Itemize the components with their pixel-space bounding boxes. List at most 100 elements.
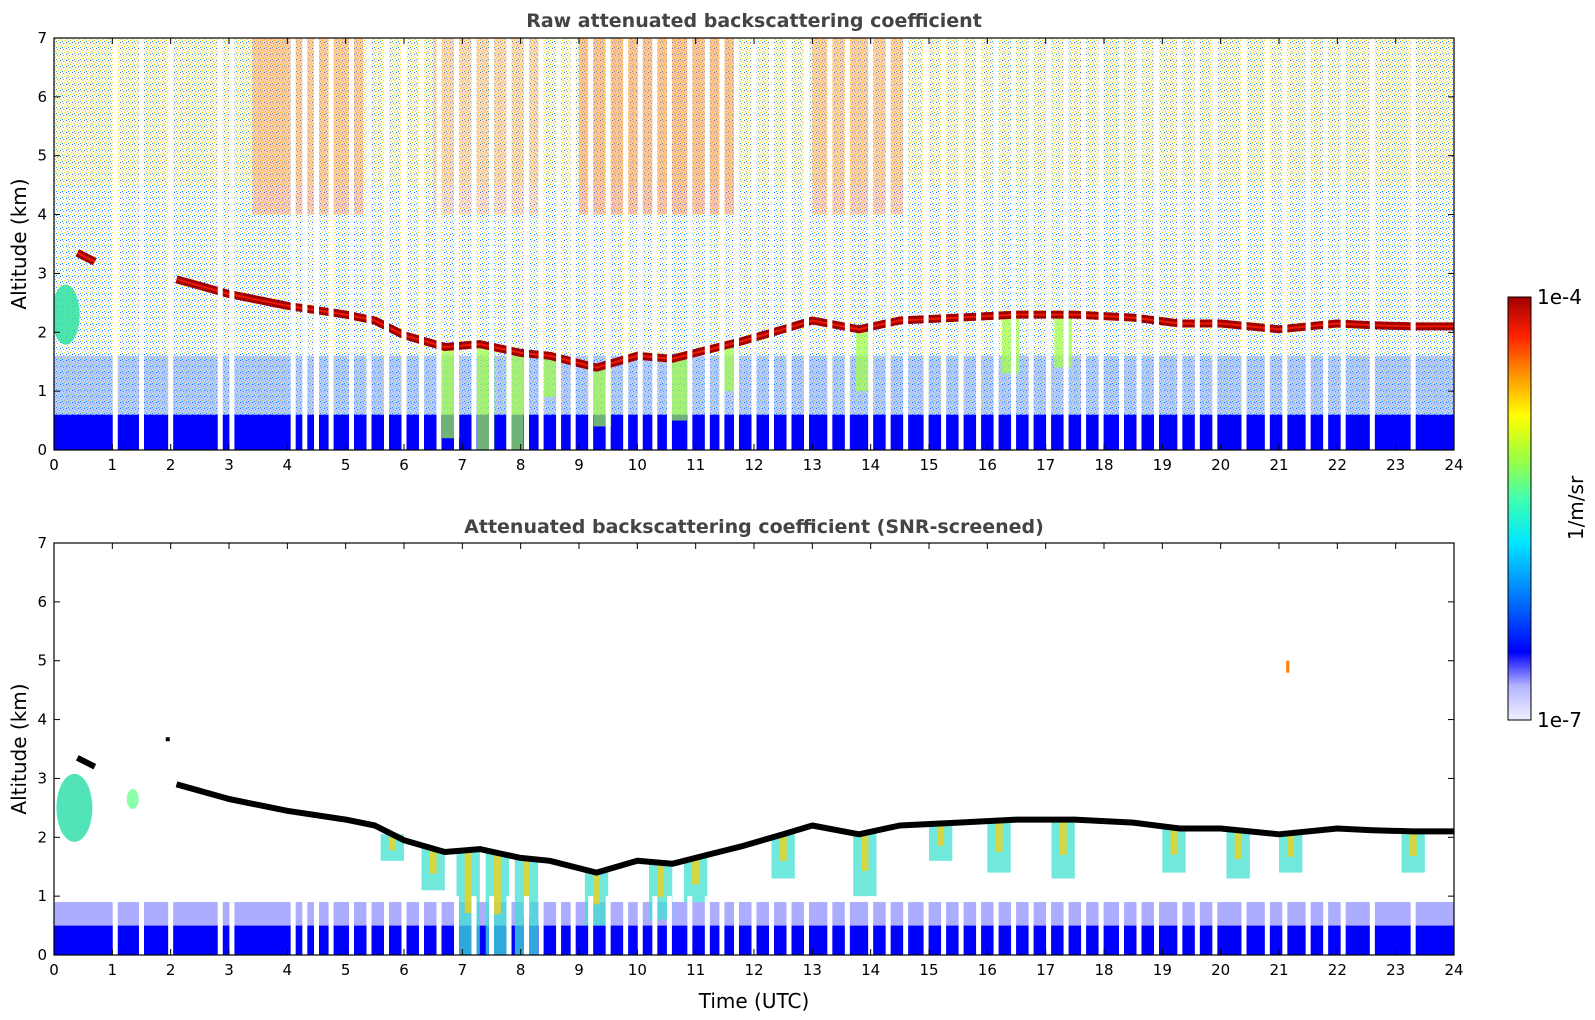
- data-gap: [827, 38, 833, 450]
- x-tick-label: 2: [166, 456, 176, 474]
- top-title: Raw attenuated backscattering coefficien…: [526, 10, 982, 32]
- data-gap: [538, 38, 544, 450]
- x-tick-label: 22: [1328, 961, 1347, 979]
- data-gap: [556, 896, 562, 955]
- data-gap: [112, 38, 118, 450]
- x-tick-label: 18: [1094, 961, 1113, 979]
- data-gap: [637, 896, 643, 955]
- data-gap: [804, 38, 809, 450]
- y-tick-label: 0: [37, 946, 47, 964]
- x-tick-label: 3: [224, 456, 234, 474]
- x-tick-label: 4: [283, 456, 293, 474]
- x-tick-label: 13: [803, 961, 822, 979]
- virga-core: [779, 834, 787, 861]
- data-gap: [704, 38, 710, 450]
- x-tick-label: 17: [1036, 456, 1055, 474]
- x-tick-label: 16: [978, 456, 997, 474]
- bottom-axes: 0 1 2 3 4 5 6 7 8 9 10 11 12 13 14 15 16 17 18 19 20 21 22 23 24…: [37, 534, 1463, 979]
- data-gap: [384, 896, 389, 955]
- x-tick-label: 10: [628, 961, 647, 979]
- data-gap: [506, 896, 512, 955]
- virga-core: [937, 823, 945, 846]
- aerosol-blob: [56, 773, 93, 842]
- data-gap: [666, 38, 672, 450]
- x-tick-label: 0: [49, 456, 59, 474]
- data-gap: [1369, 38, 1375, 450]
- data-gap: [941, 896, 947, 955]
- data-gap: [229, 896, 235, 955]
- x-tick-label: 9: [574, 961, 584, 979]
- x-tick-label: 23: [1386, 456, 1405, 474]
- top-axes: 0 1 2 3 4 5 6 7 8 9 10 11 12 13 14 15 16 17 18 19 20 21 22 23 24…: [37, 29, 1463, 474]
- x-tick-label: 6: [399, 961, 409, 979]
- virga-core: [1234, 830, 1242, 860]
- noise-warm-region: [579, 38, 737, 215]
- virga-core: [657, 862, 665, 897]
- data-gap: [786, 38, 792, 450]
- data-gap: [436, 896, 442, 955]
- virga-core: [464, 850, 472, 914]
- x-tick-label: 11: [686, 961, 705, 979]
- data-gap: [570, 896, 576, 955]
- data-gap: [769, 896, 774, 955]
- x-tick-label: 24: [1444, 456, 1463, 474]
- screened-background: [54, 543, 1454, 955]
- data-gap: [1194, 38, 1200, 450]
- x-tick-label: 8: [516, 456, 526, 474]
- data-gap: [687, 896, 693, 955]
- data-gap: [1177, 38, 1183, 450]
- data-gap: [139, 38, 144, 450]
- data-gap: [436, 38, 442, 450]
- data-gap: [1063, 896, 1069, 955]
- data-gap: [384, 38, 389, 450]
- precip-streak: [669, 357, 687, 421]
- bottom-title: Attenuated backscattering coefficient (S…: [464, 516, 1044, 538]
- data-gap: [993, 38, 999, 450]
- data-gap: [1119, 38, 1124, 450]
- x-tick-label: 16: [978, 961, 997, 979]
- x-tick-label: 5: [341, 456, 351, 474]
- data-gap: [719, 38, 725, 450]
- data-gap: [1264, 38, 1270, 450]
- data-gap: [290, 38, 296, 450]
- data-gap: [903, 896, 909, 955]
- y-tick-label: 6: [37, 593, 47, 611]
- noise-warm-region: [252, 38, 364, 215]
- x-tick-label: 1: [108, 456, 118, 474]
- data-gap: [1081, 896, 1087, 955]
- data-gap: [538, 896, 544, 955]
- data-gap: [734, 896, 739, 955]
- data-gap: [868, 38, 874, 450]
- x-tick-label: 20: [1211, 456, 1230, 474]
- data-gap: [489, 896, 494, 955]
- x-tick-label: 14: [861, 961, 880, 979]
- data-gap: [1282, 38, 1288, 450]
- virga-core: [995, 820, 1003, 852]
- data-gap: [366, 896, 372, 955]
- data-gap: [229, 38, 235, 450]
- data-gap: [637, 38, 643, 450]
- data-gap: [844, 38, 850, 450]
- data-gap: [976, 38, 982, 450]
- x-tick-label: 19: [1153, 456, 1172, 474]
- data-gap: [1046, 896, 1052, 955]
- data-gap: [652, 896, 658, 955]
- data-gap: [804, 896, 809, 955]
- data-gap: [112, 896, 118, 955]
- data-gap: [827, 896, 833, 955]
- top-heatmap: [54, 38, 1454, 450]
- cloud-layer: [75, 755, 97, 770]
- aerosol-blob: [54, 284, 80, 345]
- data-gap: [1241, 38, 1247, 450]
- data-gap: [588, 896, 594, 955]
- data-gap: [1011, 38, 1017, 450]
- x-tick-label: 18: [1094, 456, 1113, 474]
- precip-streak: [1054, 314, 1072, 368]
- data-gap: [623, 38, 629, 450]
- data-gap: [1410, 896, 1416, 955]
- bottom-heatmap: [54, 543, 1454, 955]
- data-gap: [1011, 896, 1017, 955]
- data-gap: [290, 896, 296, 955]
- data-gap: [471, 896, 477, 955]
- y-tick-label: 0: [37, 441, 47, 459]
